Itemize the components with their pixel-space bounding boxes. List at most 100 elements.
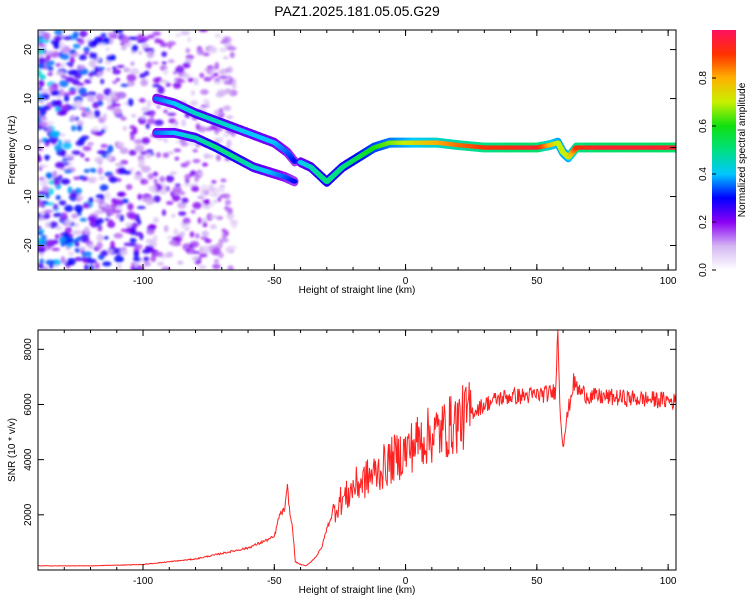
noise-speck [97,100,104,107]
noise-speck [116,64,125,69]
noise-speck [200,89,209,95]
noise-speck [38,262,44,269]
noise-speck [130,133,135,141]
noise-speck [116,178,122,182]
noise-speck [209,215,219,219]
noise-speck [134,262,139,269]
noise-speck [187,77,195,83]
noise-speck [56,99,62,108]
noise-speck [64,162,69,166]
noise-speck [210,74,215,80]
noise-speck [145,62,153,69]
noise-speck [152,171,159,177]
noise-speck [119,214,124,222]
noise-speck [60,53,70,60]
colorbar: 0.0 0.2 0.4 0.6 0.8 Normalized spectral ampl… [698,30,748,277]
noise-speck [38,30,43,37]
noise-speck [218,107,224,113]
colorbar-label: Normalized spectral amplitude [737,82,748,217]
noise-speck [202,230,209,238]
noise-speck [39,121,49,127]
noise-speck [74,248,81,253]
noise-speck [65,62,74,66]
noise-speck [60,75,68,79]
noise-speck [190,209,196,214]
noise-speck [55,225,63,231]
noise-speck [171,213,176,218]
noise-speck [145,152,152,159]
noise-speck [179,231,185,238]
noise-speck [43,209,54,214]
noise-speck [108,219,114,226]
noise-speck [229,51,235,59]
noise-speck [182,217,191,225]
noise-speck [64,169,73,174]
noise-speck [44,139,52,144]
noise-speck [203,76,212,82]
noise-speck [53,177,62,181]
noise-speck [47,125,52,132]
noise-speck [181,197,189,204]
noise-speck [122,126,128,131]
noise-speck [80,152,85,158]
noise-speck [54,30,63,36]
noise-speck [227,265,234,270]
noise-speck [152,235,158,242]
ridge-2 [296,137,676,187]
colorbar-tick-label: 0.2 [698,215,709,229]
noise-speck [99,184,109,192]
noise-speck [94,66,99,74]
noise-speck [163,267,168,270]
noise-speck [72,31,79,39]
noise-speck [172,71,178,75]
noise-speck [226,46,237,51]
noise-speck [141,137,151,145]
noise-speck [58,80,69,88]
noise-speck [147,173,154,180]
noise-speck [87,176,97,184]
y-tick-label: 10 [23,93,34,105]
noise-speck [174,120,179,126]
noise-speck [38,197,41,203]
noise-speck [152,31,162,36]
noise-speck [59,41,65,50]
noise-speck [64,219,73,227]
noise-speck [74,116,80,122]
noise-speck [197,217,202,224]
noise-speck [110,240,115,249]
noise-speck [39,190,49,196]
noise-speck [198,265,207,269]
noise-speck [165,251,174,258]
noise-speck [213,258,220,264]
noise-speck [59,212,68,221]
noise-speck [185,248,191,253]
noise-speck [190,185,200,192]
noise-speck [38,108,47,115]
noise-speck [51,90,61,96]
noise-speck [48,221,59,229]
noise-speck [180,141,189,147]
noise-speck [95,217,104,224]
noise-speck [71,150,81,156]
noise-speck [42,266,49,270]
noise-speck [159,79,169,84]
snr-x-ticks: -100 -50 0 50 100 [37,330,677,587]
noise-speck [45,172,53,179]
noise-speck [55,71,66,76]
noise-speck [38,111,41,117]
noise-speck [95,209,102,214]
snr-frame [37,329,677,571]
noise-speck [38,92,42,97]
noise-speck [38,201,44,208]
spectrogram-frame [37,29,677,271]
noise-speck [146,228,155,235]
noise-speck [231,222,238,229]
noise-speck [152,84,161,88]
noise-speck [192,250,201,254]
noise-speck [143,261,152,267]
noise-speck [110,198,117,203]
noise-speck [143,256,150,262]
noise-speck [165,175,175,183]
noise-speck [56,110,67,116]
noise-speck [62,36,73,41]
